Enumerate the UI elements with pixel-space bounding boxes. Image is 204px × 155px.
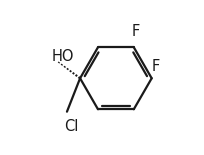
Text: F: F xyxy=(131,24,140,39)
Text: HO: HO xyxy=(51,49,74,64)
Text: Cl: Cl xyxy=(65,119,79,134)
Text: F: F xyxy=(152,59,160,74)
